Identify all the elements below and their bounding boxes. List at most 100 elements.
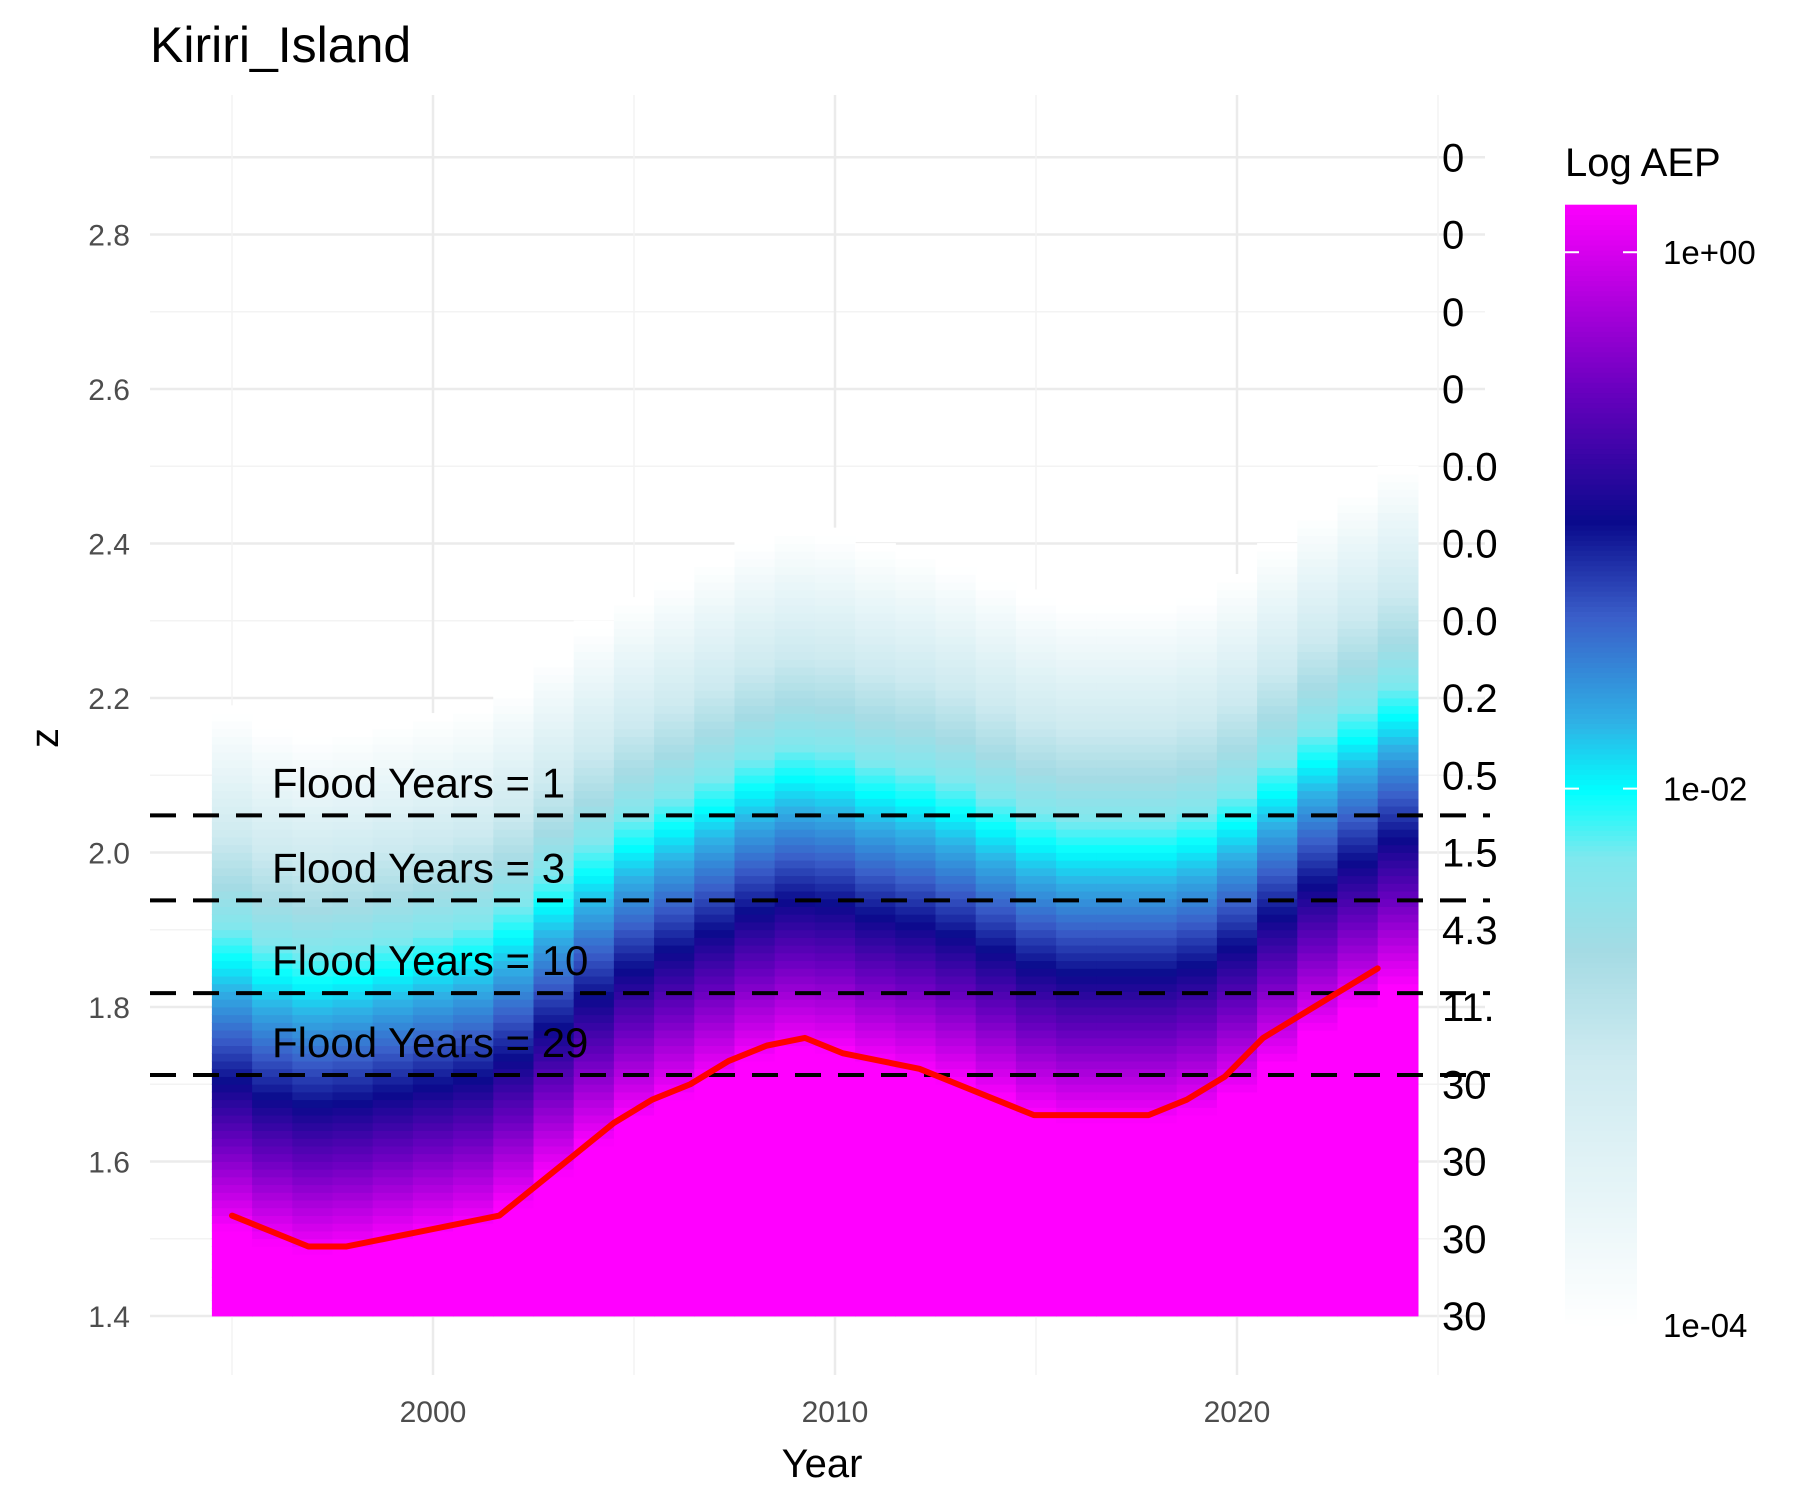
legend-bar-segment bbox=[1565, 1080, 1637, 1087]
heat-cell bbox=[1015, 828, 1057, 838]
heat-cell bbox=[332, 898, 374, 907]
heat-cell bbox=[1377, 1006, 1419, 1016]
legend-bar-segment bbox=[1565, 566, 1637, 573]
heat-cell bbox=[1377, 836, 1419, 846]
heat-cell bbox=[613, 1153, 655, 1162]
heat-cell bbox=[1297, 1045, 1339, 1054]
heat-cell bbox=[1297, 1161, 1339, 1170]
y-tick-label: 1.4 bbox=[88, 1301, 130, 1334]
heat-cell bbox=[493, 906, 535, 915]
heat-cell bbox=[211, 1060, 253, 1070]
heat-cell bbox=[1096, 1199, 1138, 1209]
heat-cell bbox=[935, 635, 977, 645]
heat-cell bbox=[533, 937, 575, 946]
heat-cell bbox=[1096, 728, 1138, 738]
heat-cell bbox=[613, 852, 655, 861]
heat-cell bbox=[453, 1284, 494, 1294]
heat-cell bbox=[975, 998, 1017, 1008]
heat-cell bbox=[1337, 852, 1379, 861]
heat-cell bbox=[654, 1199, 695, 1209]
heat-cell bbox=[372, 1199, 414, 1209]
heat-cell bbox=[1297, 991, 1339, 1000]
legend-bar-segment bbox=[1565, 1039, 1637, 1046]
heat-cell bbox=[533, 1176, 575, 1186]
legend-bar-segment bbox=[1565, 1019, 1637, 1026]
heat-cell bbox=[1096, 705, 1138, 714]
heat-cell bbox=[1096, 1045, 1138, 1054]
heat-cell bbox=[211, 852, 253, 861]
heat-cell bbox=[252, 1029, 293, 1039]
heat-cell bbox=[372, 1300, 414, 1309]
legend-bar-segment bbox=[1565, 708, 1637, 715]
heat-cell bbox=[1015, 1114, 1057, 1124]
heat-cell bbox=[1337, 906, 1379, 915]
heat-cell bbox=[935, 1083, 977, 1093]
heat-cell bbox=[1337, 1292, 1379, 1301]
heat-cell bbox=[895, 574, 937, 583]
heat-cell bbox=[1056, 666, 1097, 676]
heat-cell bbox=[774, 1215, 816, 1224]
heat-cell bbox=[1136, 604, 1178, 614]
heat-cell bbox=[1096, 628, 1138, 637]
heat-cell bbox=[654, 836, 695, 846]
heat-cell bbox=[774, 628, 816, 637]
heat-cell bbox=[493, 1037, 535, 1047]
heat-cell bbox=[975, 1230, 1017, 1240]
heat-cell bbox=[654, 1307, 695, 1317]
heat-cell bbox=[1136, 751, 1178, 761]
heat-cell bbox=[975, 1091, 1017, 1101]
heat-cell bbox=[1176, 1052, 1218, 1062]
heat-cell bbox=[493, 1014, 535, 1023]
heat-cell bbox=[1176, 1253, 1218, 1263]
heat-cell bbox=[1176, 859, 1218, 869]
heat-cell bbox=[855, 1292, 896, 1301]
heat-cell bbox=[1136, 1122, 1178, 1131]
heat-cell bbox=[453, 906, 494, 915]
legend-bar-segment bbox=[1565, 718, 1637, 725]
heat-cell bbox=[1297, 1091, 1339, 1101]
heat-cell bbox=[1056, 751, 1097, 761]
heat-cell bbox=[1297, 1168, 1339, 1178]
heat-cell bbox=[292, 975, 334, 985]
heat-cell bbox=[613, 774, 655, 784]
heat-cell bbox=[1176, 751, 1218, 761]
heat-cell bbox=[453, 967, 494, 977]
heat-cell bbox=[493, 998, 535, 1008]
heat-cell bbox=[372, 1276, 414, 1286]
heat-cell bbox=[1257, 821, 1298, 830]
heat-cell bbox=[855, 612, 896, 622]
heat-cell bbox=[975, 1006, 1017, 1016]
heat-cell bbox=[1096, 1161, 1138, 1170]
heat-cell bbox=[613, 658, 655, 668]
heat-cell bbox=[935, 828, 977, 838]
heat-cell bbox=[1015, 743, 1057, 753]
heat-cell bbox=[1377, 743, 1419, 753]
legend-bar-segment bbox=[1565, 260, 1637, 267]
heat-cell bbox=[654, 1230, 695, 1240]
heat-cell bbox=[533, 1269, 575, 1278]
heat-cell bbox=[1056, 960, 1097, 969]
heat-cell bbox=[493, 1284, 535, 1294]
heat-cell bbox=[1377, 883, 1419, 892]
heat-cell bbox=[1257, 674, 1298, 683]
heat-cell bbox=[412, 713, 454, 722]
heat-cell bbox=[252, 844, 293, 853]
heat-cell bbox=[814, 813, 856, 822]
heat-cell bbox=[332, 960, 374, 969]
heat-cell bbox=[211, 1307, 253, 1317]
heat-cell bbox=[734, 852, 776, 861]
heat-cell bbox=[573, 643, 615, 653]
heat-cell bbox=[533, 1192, 575, 1201]
heat-cell bbox=[1216, 628, 1258, 637]
heat-cell bbox=[211, 813, 253, 822]
heat-cell bbox=[975, 736, 1017, 745]
heat-cell bbox=[814, 798, 856, 807]
heat-cell bbox=[372, 1222, 414, 1232]
heat-cell bbox=[252, 782, 293, 792]
heat-cell bbox=[1056, 1230, 1097, 1240]
heat-cell bbox=[935, 1045, 977, 1054]
heat-cell bbox=[814, 697, 856, 707]
heat-cell bbox=[1337, 1176, 1379, 1186]
heat-cell bbox=[453, 798, 494, 807]
heat-cell bbox=[774, 1068, 816, 1077]
